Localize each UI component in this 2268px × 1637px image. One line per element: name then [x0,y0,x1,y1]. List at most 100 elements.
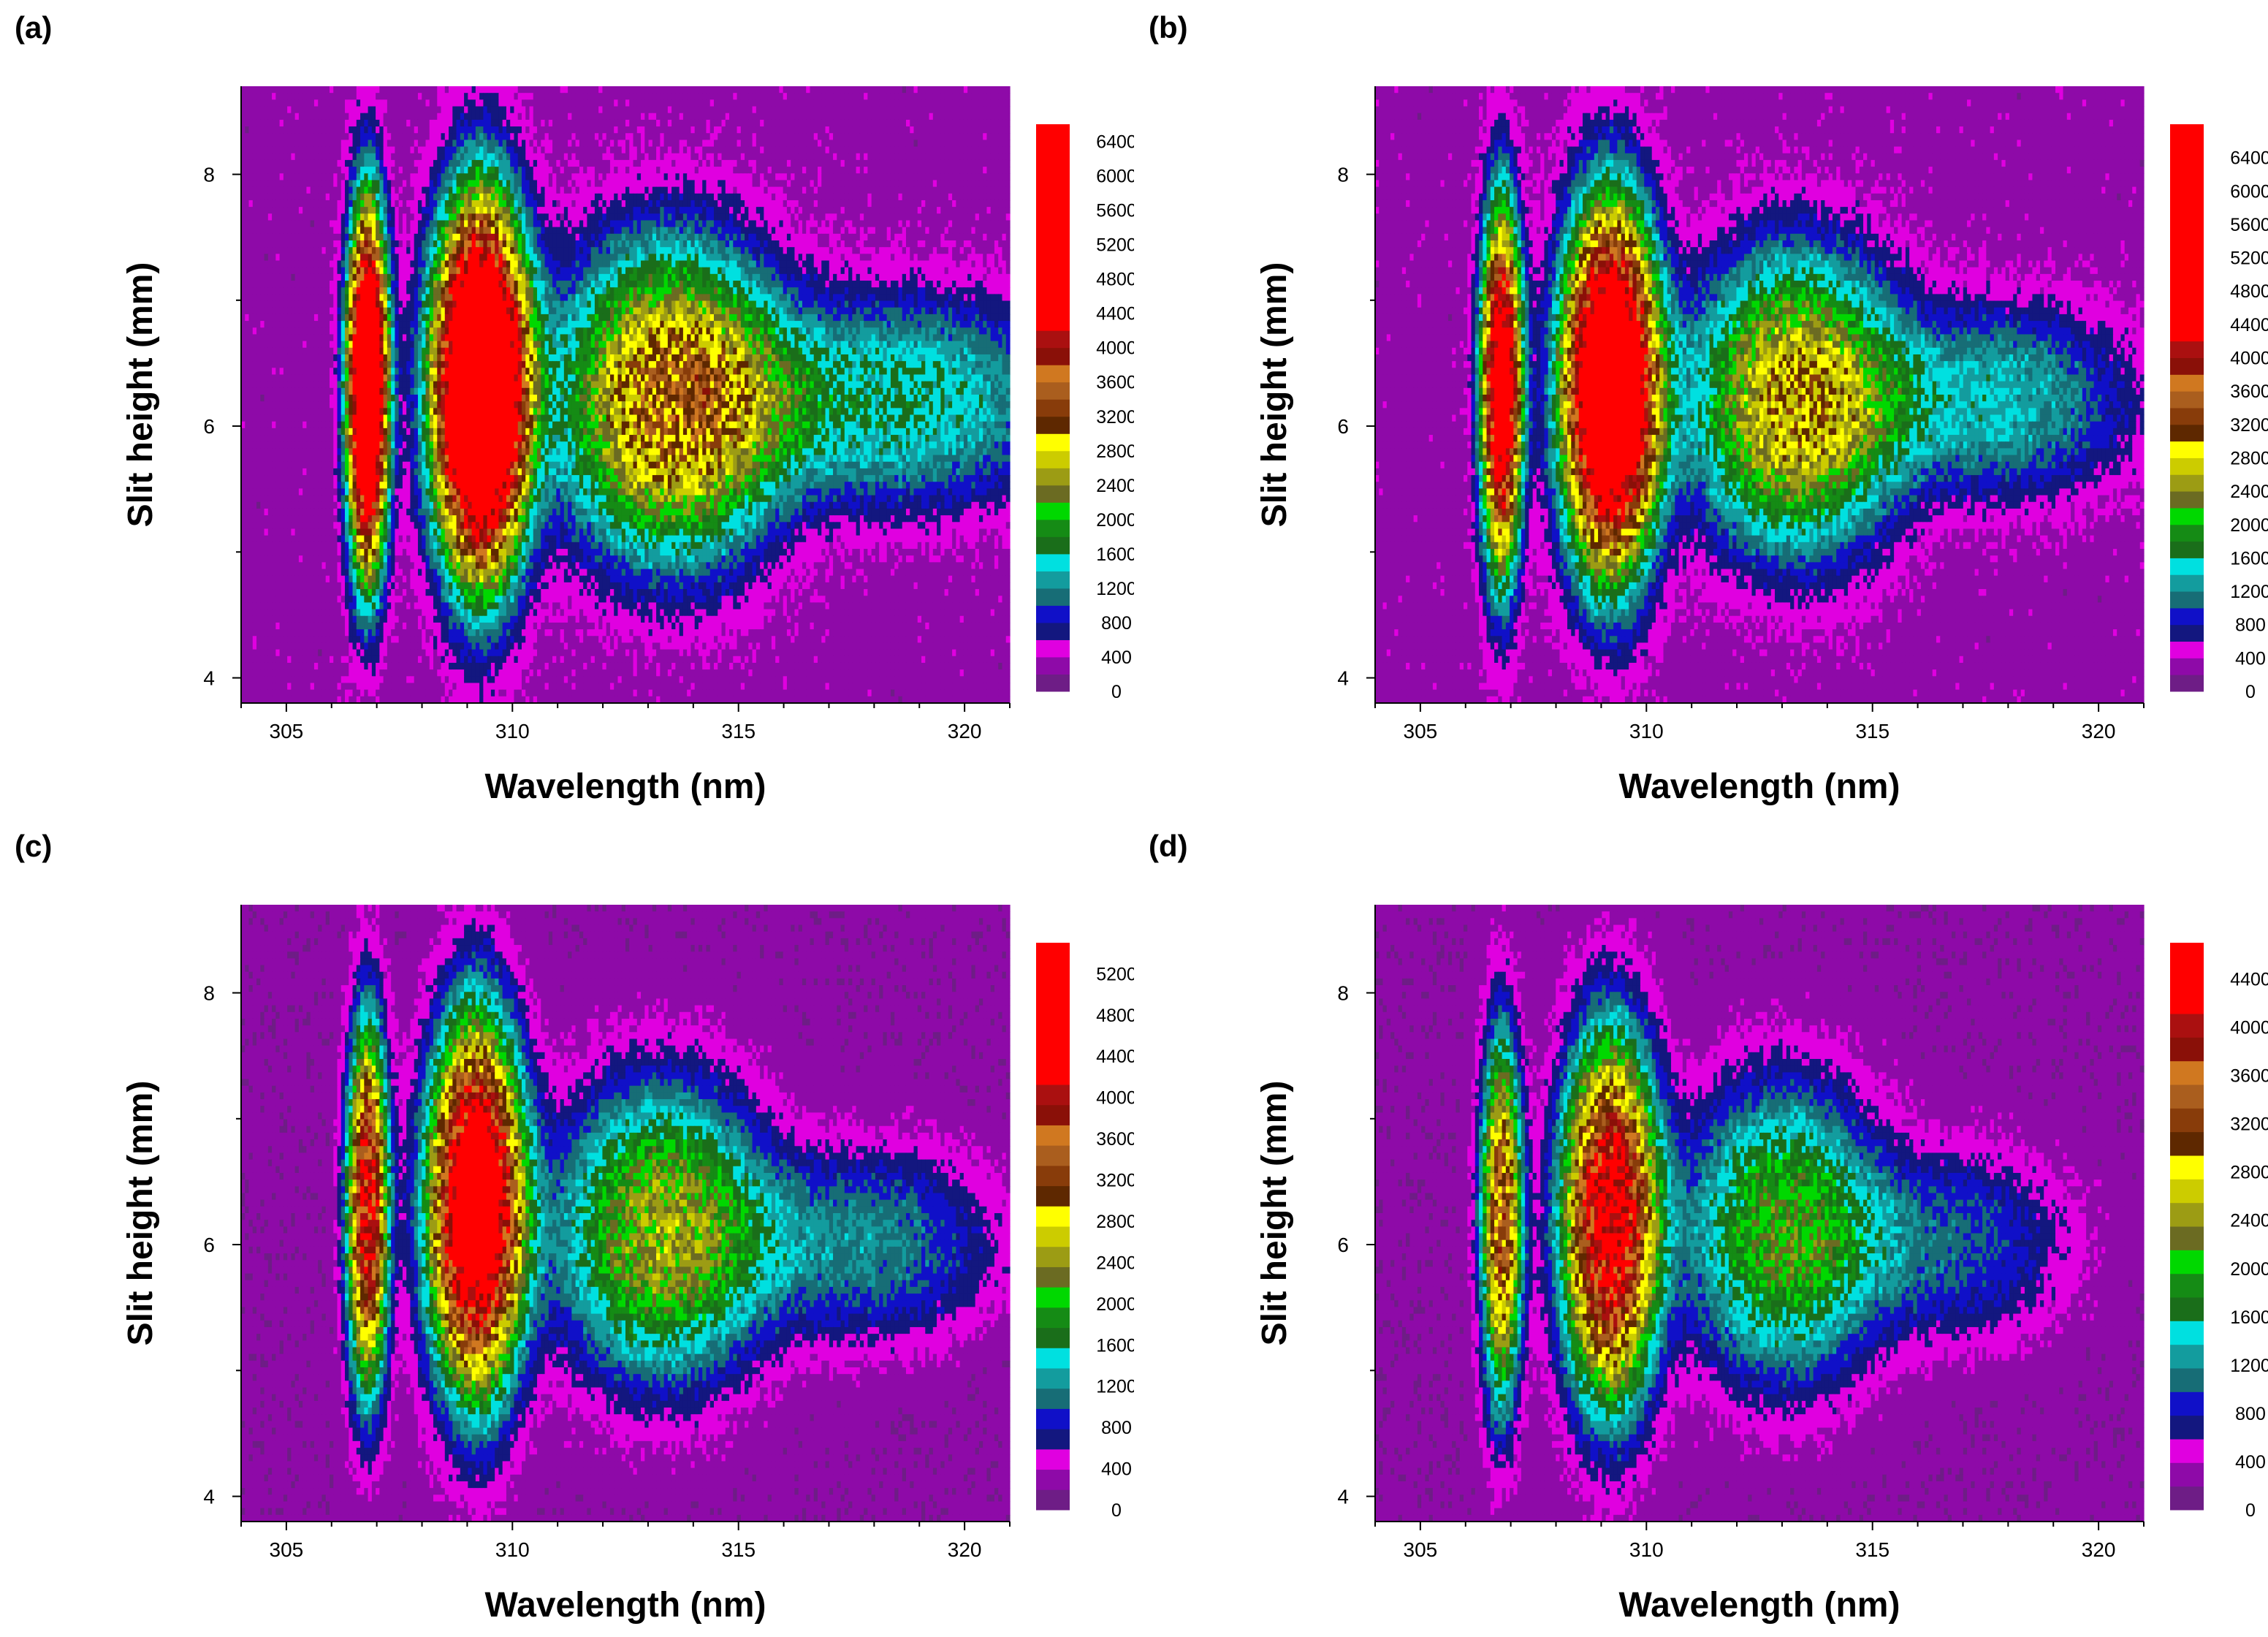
heatmap-cell [321,140,326,147]
heatmap-cell [656,107,661,114]
heatmap-cell [260,200,265,208]
heatmap-cell [699,180,703,187]
heatmap-cell [660,247,664,254]
heatmap-cell [722,180,726,187]
heatmap-cell [729,153,734,161]
heatmap-cell [848,140,853,147]
heatmap-cell [956,113,960,121]
heatmap-cell [311,167,315,174]
heatmap-cell [514,93,518,100]
heatmap-cell [833,99,837,107]
heatmap-cell [799,240,803,248]
heatmap-cell [406,153,411,161]
heatmap-cell [487,227,492,235]
heatmap-cell [418,167,422,174]
heatmap-cell [249,93,254,100]
heatmap-cell [437,126,441,134]
heatmap-cell [364,187,368,194]
heatmap-cell [357,240,361,248]
heatmap-cell [656,147,661,154]
heatmap-cell [637,167,642,174]
heatmap-cell [848,247,853,254]
heatmap-cell [821,234,826,241]
heatmap-cell [664,120,669,127]
heatmap-cell [883,133,887,140]
heatmap-cell [341,140,346,147]
heatmap-cell [414,234,419,241]
heatmap-cell [726,220,730,227]
heatmap-cell [860,187,864,194]
heatmap-cell [318,120,322,127]
heatmap-cell [376,167,380,174]
heatmap-cell [399,213,403,221]
heatmap-cell [506,153,511,161]
heatmap-cell [387,107,392,114]
heatmap-cell [837,120,841,127]
heatmap-cell [983,194,987,201]
heatmap-cell [964,120,968,127]
heatmap-cell [848,86,853,94]
heatmap-cell [541,107,545,114]
heatmap-cell [360,133,365,140]
heatmap-cell [772,200,776,208]
heatmap-cell [595,126,599,134]
heatmap-cell [852,120,856,127]
heatmap-cell [280,93,284,100]
heatmap-cell [245,107,249,114]
heatmap-cell [644,147,649,154]
heatmap-cell [518,153,522,161]
heatmap-cell [872,126,876,134]
heatmap-cell [357,126,361,134]
heatmap-cell [306,207,311,214]
heatmap-cell [644,180,649,187]
heatmap-cell [818,160,822,167]
heatmap-cell [733,126,737,134]
heatmap-cell [433,113,438,121]
heatmap-cell [418,93,422,100]
heatmap-cell [449,160,453,167]
heatmap-cell [945,207,949,214]
heatmap-cell [649,120,653,127]
heatmap-cell [837,113,841,121]
heatmap-cell [414,133,419,140]
heatmap-cell [864,167,868,174]
heatmap-cell [295,227,300,235]
heatmap-cell [430,86,434,94]
heatmap-cell [772,113,776,121]
heatmap-cell [741,180,745,187]
heatmap-cell [541,213,545,221]
heatmap-cell [756,133,761,140]
heatmap-cell [641,180,645,187]
heatmap-cell [414,126,419,134]
heatmap-cell [345,227,349,235]
heatmap-cell [671,120,676,127]
heatmap-cell [914,213,918,221]
heatmap-cell [683,113,688,121]
heatmap-cell [476,207,480,214]
heatmap-cell [741,133,745,140]
heatmap-cell [872,213,876,221]
heatmap-cell [530,120,534,127]
heatmap-cell [864,234,868,241]
heatmap-cell [664,140,669,147]
heatmap-cell [994,93,999,100]
heatmap-cell [321,167,326,174]
heatmap-cell [541,140,545,147]
heatmap-cell [756,234,761,241]
heatmap-cell [384,147,388,154]
heatmap-cell [379,207,384,214]
heatmap-cell [764,173,768,181]
heatmap-cell [960,200,964,208]
heatmap-cell [591,147,595,154]
heatmap-cell [841,234,845,241]
heatmap-cell [625,147,630,154]
heatmap-cell [802,86,807,94]
heatmap-cell [1002,167,1006,174]
heatmap-cell [841,220,845,227]
heatmap-cell [437,93,441,100]
heatmap-cell [998,173,1002,181]
heatmap-cell [783,167,788,174]
heatmap-cell [549,187,553,194]
heatmap-cell [617,220,622,227]
heatmap-cell [333,234,338,241]
